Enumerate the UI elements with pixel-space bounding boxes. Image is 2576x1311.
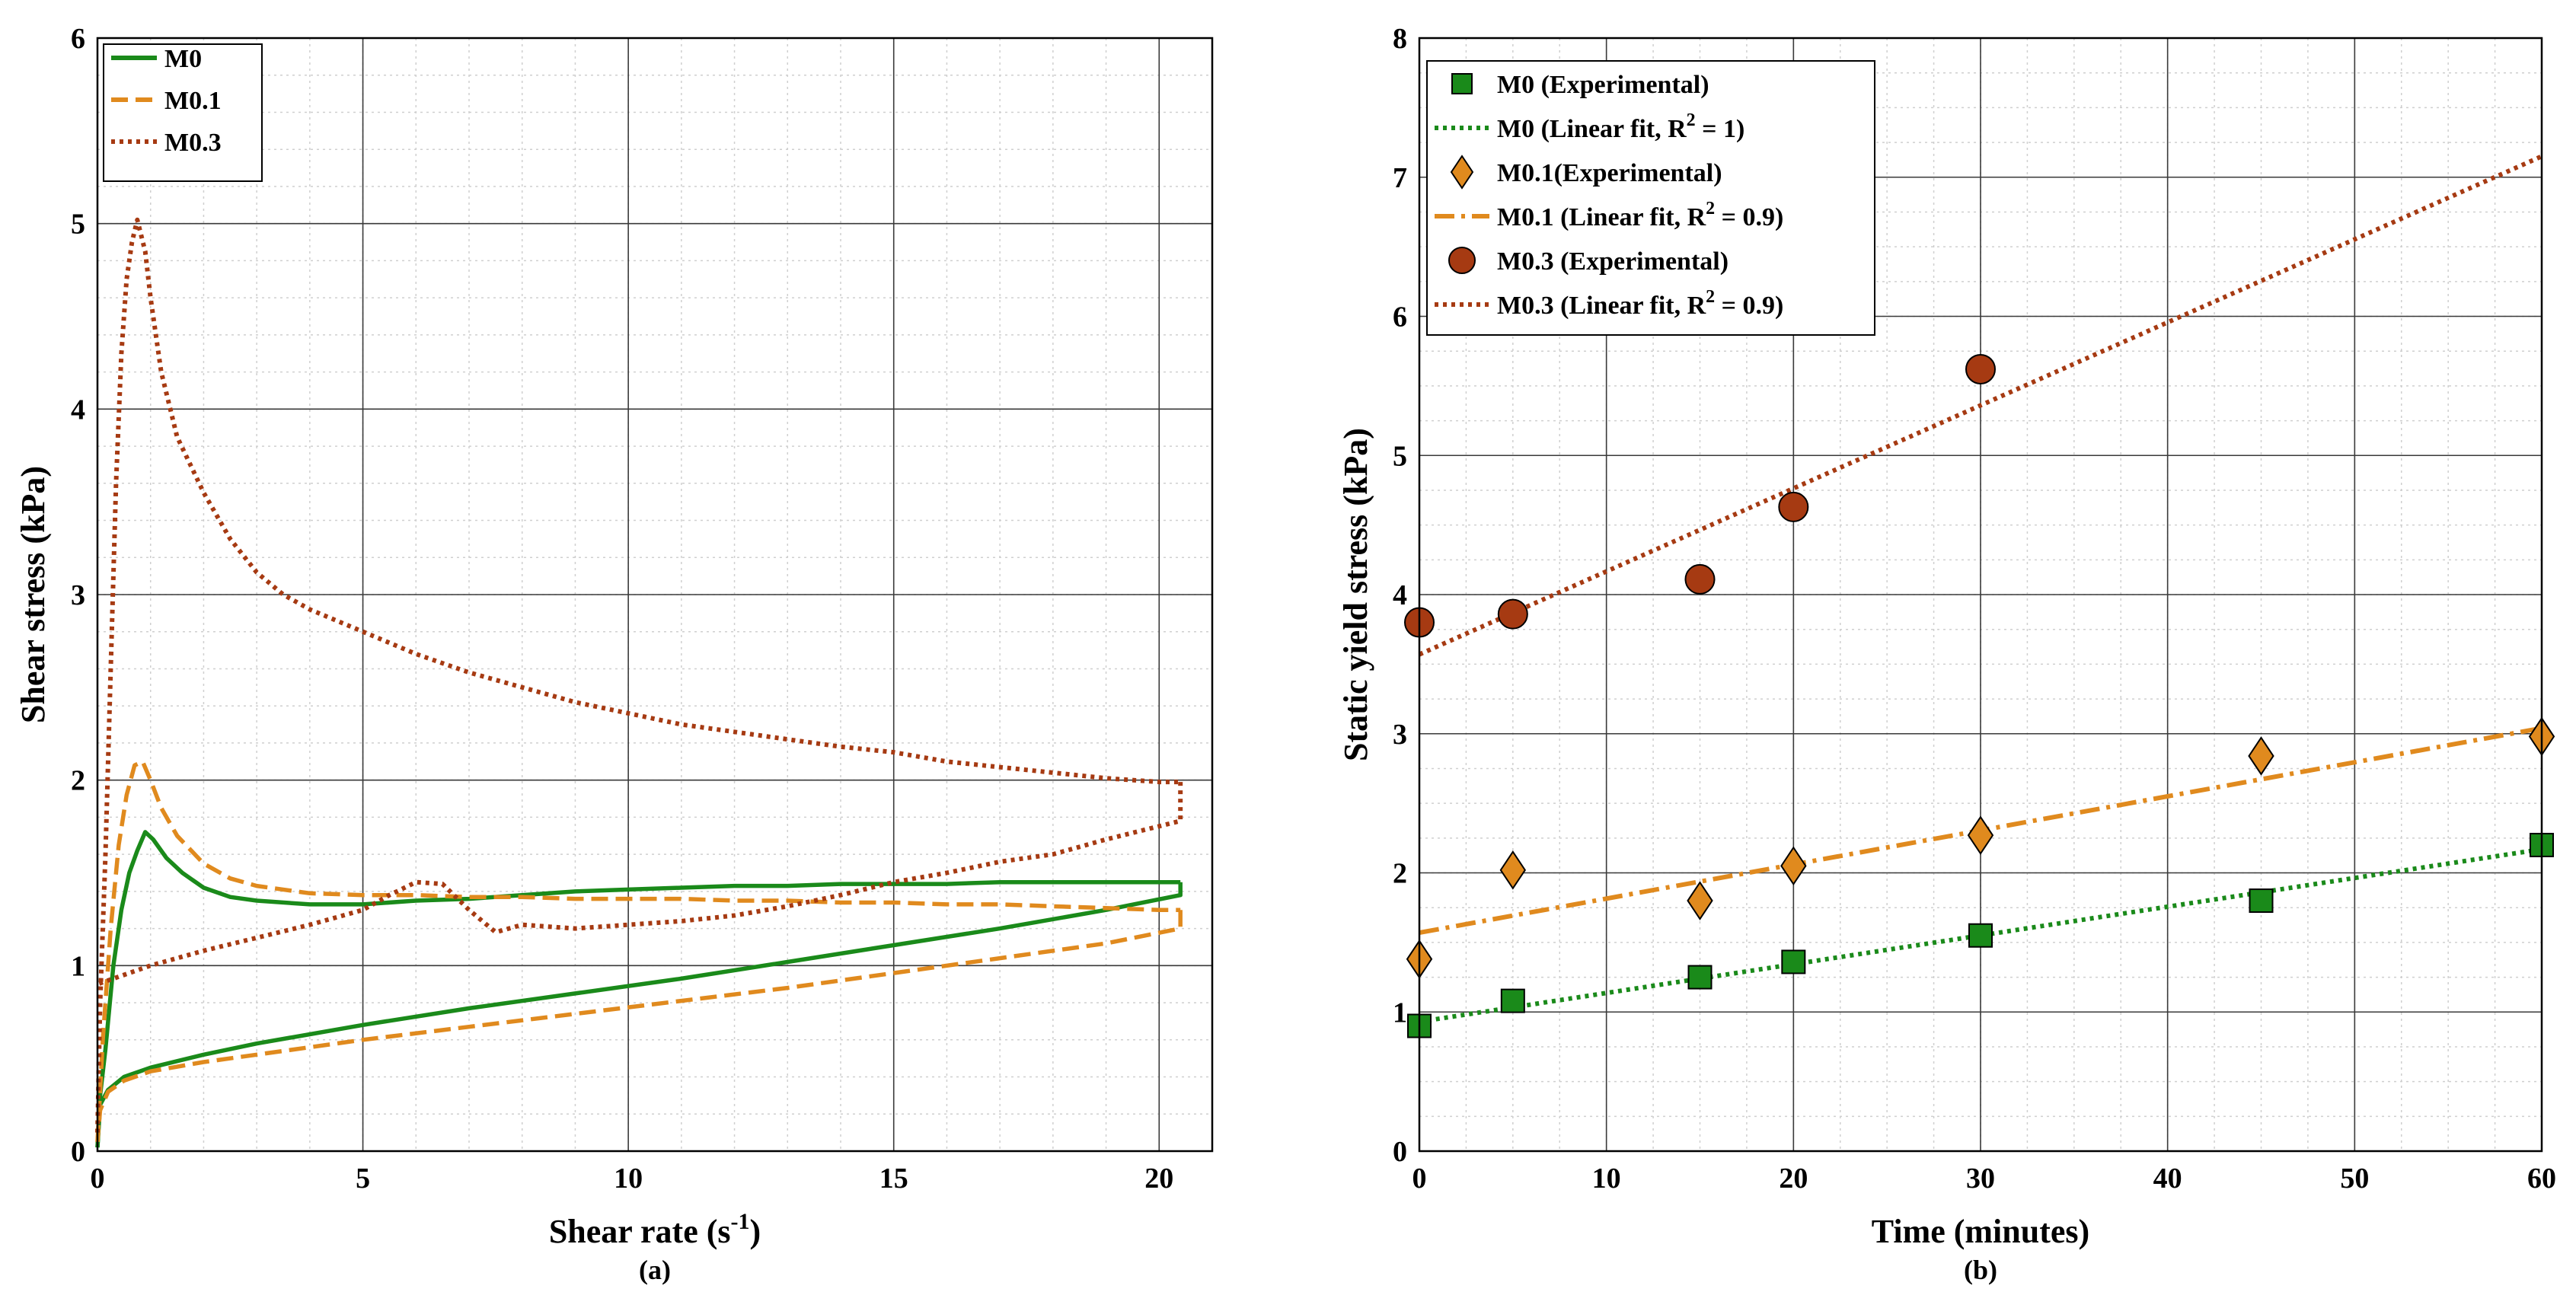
x-tick-label: 0	[1412, 1163, 1427, 1195]
y-tick-label: 7	[1393, 162, 1407, 194]
legend-label: M0 (Experimental)	[1497, 71, 1709, 99]
data-point-diamond	[2248, 736, 2274, 776]
y-tick-label: 1	[71, 950, 85, 982]
series-line-M0-down	[95, 882, 1183, 1148]
legend-label-text: M0.1 (Linear fit, R	[1497, 203, 1706, 231]
y-tick-label: 6	[1393, 301, 1407, 333]
y-tick-label: 1	[1393, 997, 1407, 1029]
legend-marker	[1448, 247, 1476, 274]
legend: M0 (Experimental)M0 (Linear fit, R2 = 1)…	[1426, 60, 1875, 336]
x-tick-label: 60	[2527, 1163, 2556, 1195]
legend-label: M0	[164, 45, 202, 73]
chart-panel-a: 0 5 10 15 20 0 1 2 3 4 5 6 Shear stress (kPa) Shear r…	[14, 23, 1214, 1285]
legend-label-tail: = 0.9)	[1715, 292, 1783, 320]
legend-label: M0 (Linear fit, R2 = 1)	[1497, 110, 1744, 143]
y-tick-label: 5	[1393, 440, 1407, 472]
data-point-diamond	[1967, 815, 1994, 855]
legend-label: M0.3 (Linear fit, R2 = 0.9)	[1497, 287, 1783, 320]
x-tick-label: 0	[91, 1163, 105, 1195]
legend-label-superscript: 2	[1687, 110, 1696, 130]
y-tick-label: 3	[71, 579, 85, 611]
legend-label: M0.1 (Linear fit, R2 = 0.9)	[1497, 199, 1783, 231]
x-axis-label: Shear rate (s-1)	[549, 1209, 761, 1250]
legend-label-tail: = 0.9)	[1715, 203, 1783, 231]
y-tick-label: 5	[71, 209, 85, 241]
legend-box	[1426, 60, 1875, 336]
legend-label-superscript: 2	[1706, 287, 1715, 307]
chart-panel-b: 0 10 20 30 40 50 60 0 1 2 3 4 5 6 7 8 Static yield stres…	[1337, 23, 2556, 1285]
fit-line	[1418, 154, 2543, 657]
x-tick-label: 50	[2340, 1163, 2369, 1195]
legend-label-tail: = 1)	[1696, 115, 1745, 143]
data-point-circle	[1684, 563, 1716, 595]
plot-frame	[1418, 37, 2543, 1153]
data-point-diamond	[1499, 850, 1527, 890]
y-tick-label: 4	[1393, 579, 1407, 611]
data-point-diamond	[1780, 846, 1807, 886]
data-point-square	[1968, 923, 1993, 948]
series-line-M03-down	[97, 782, 1183, 987]
y-tick-label: 0	[1393, 1136, 1407, 1168]
y-tick-label: 2	[71, 765, 85, 797]
x-tick-label: 15	[879, 1163, 908, 1195]
data-point-circle	[1965, 353, 1996, 384]
legend-box	[103, 43, 263, 182]
series-line-M03-up	[95, 217, 1181, 1133]
legend-label: M0.3 (Experimental)	[1497, 247, 1729, 276]
data-point-diamond	[1687, 881, 1713, 920]
legend-marker	[1450, 155, 1474, 190]
data-point-circle	[1778, 491, 1809, 522]
y-axis-label: Static yield stress (kPa)	[1337, 428, 1374, 761]
x-tick-label: 40	[2153, 1163, 2182, 1195]
data-point-square	[1500, 988, 1525, 1013]
plot-frame	[96, 37, 1214, 1153]
x-tick-label: 30	[1966, 1163, 1995, 1195]
x-axis-label: Time (minutes)	[1872, 1213, 2089, 1250]
x-tick-label: 5	[356, 1163, 370, 1195]
y-tick-label: 8	[1393, 23, 1407, 55]
series-line-M0-up	[95, 830, 1181, 1148]
y-tick-label: 0	[71, 1136, 85, 1168]
x-axis-label-text: Shear rate (s	[549, 1213, 731, 1250]
y-tick-label: 2	[1393, 858, 1407, 890]
legend-label-superscript: 2	[1706, 199, 1715, 218]
series-line-M01-up	[95, 759, 1181, 1142]
y-axis-label: Shear stress (kPa)	[14, 466, 52, 723]
y-tick-label: 4	[71, 394, 85, 426]
data-point-square	[1687, 965, 1713, 990]
panel-label: (b)	[1964, 1255, 1997, 1285]
x-tick-label: 20	[1144, 1163, 1173, 1195]
x-axis-label-text: Time (minutes)	[1872, 1213, 2089, 1250]
data-point-square	[2249, 888, 2274, 914]
legend-label-text: M0 (Linear fit, R	[1497, 115, 1687, 143]
x-tick-label: 10	[1592, 1163, 1621, 1195]
legend-marker	[1451, 73, 1473, 94]
x-tick-label: 20	[1779, 1163, 1808, 1195]
data-point-circle	[1497, 598, 1528, 630]
legend-label: M0.1(Experimental)	[1497, 159, 1722, 187]
y-tick-label: 6	[71, 23, 85, 55]
data-point-square	[1781, 949, 1806, 974]
y-tick-label: 3	[1393, 719, 1407, 751]
x-tick-label: 10	[614, 1163, 643, 1195]
panel-label: (a)	[639, 1255, 671, 1285]
series-line-M01-down	[95, 910, 1183, 1143]
x-axis-label-superscript: -1	[731, 1209, 750, 1234]
x-axis-label-close: )	[750, 1213, 761, 1250]
legend-label-text: M0.3 (Linear fit, R	[1497, 292, 1706, 320]
legend: M0 M0.1 M0.3	[103, 43, 263, 182]
legend-label: M0.3	[164, 129, 222, 157]
legend-label: M0.1	[164, 87, 222, 115]
